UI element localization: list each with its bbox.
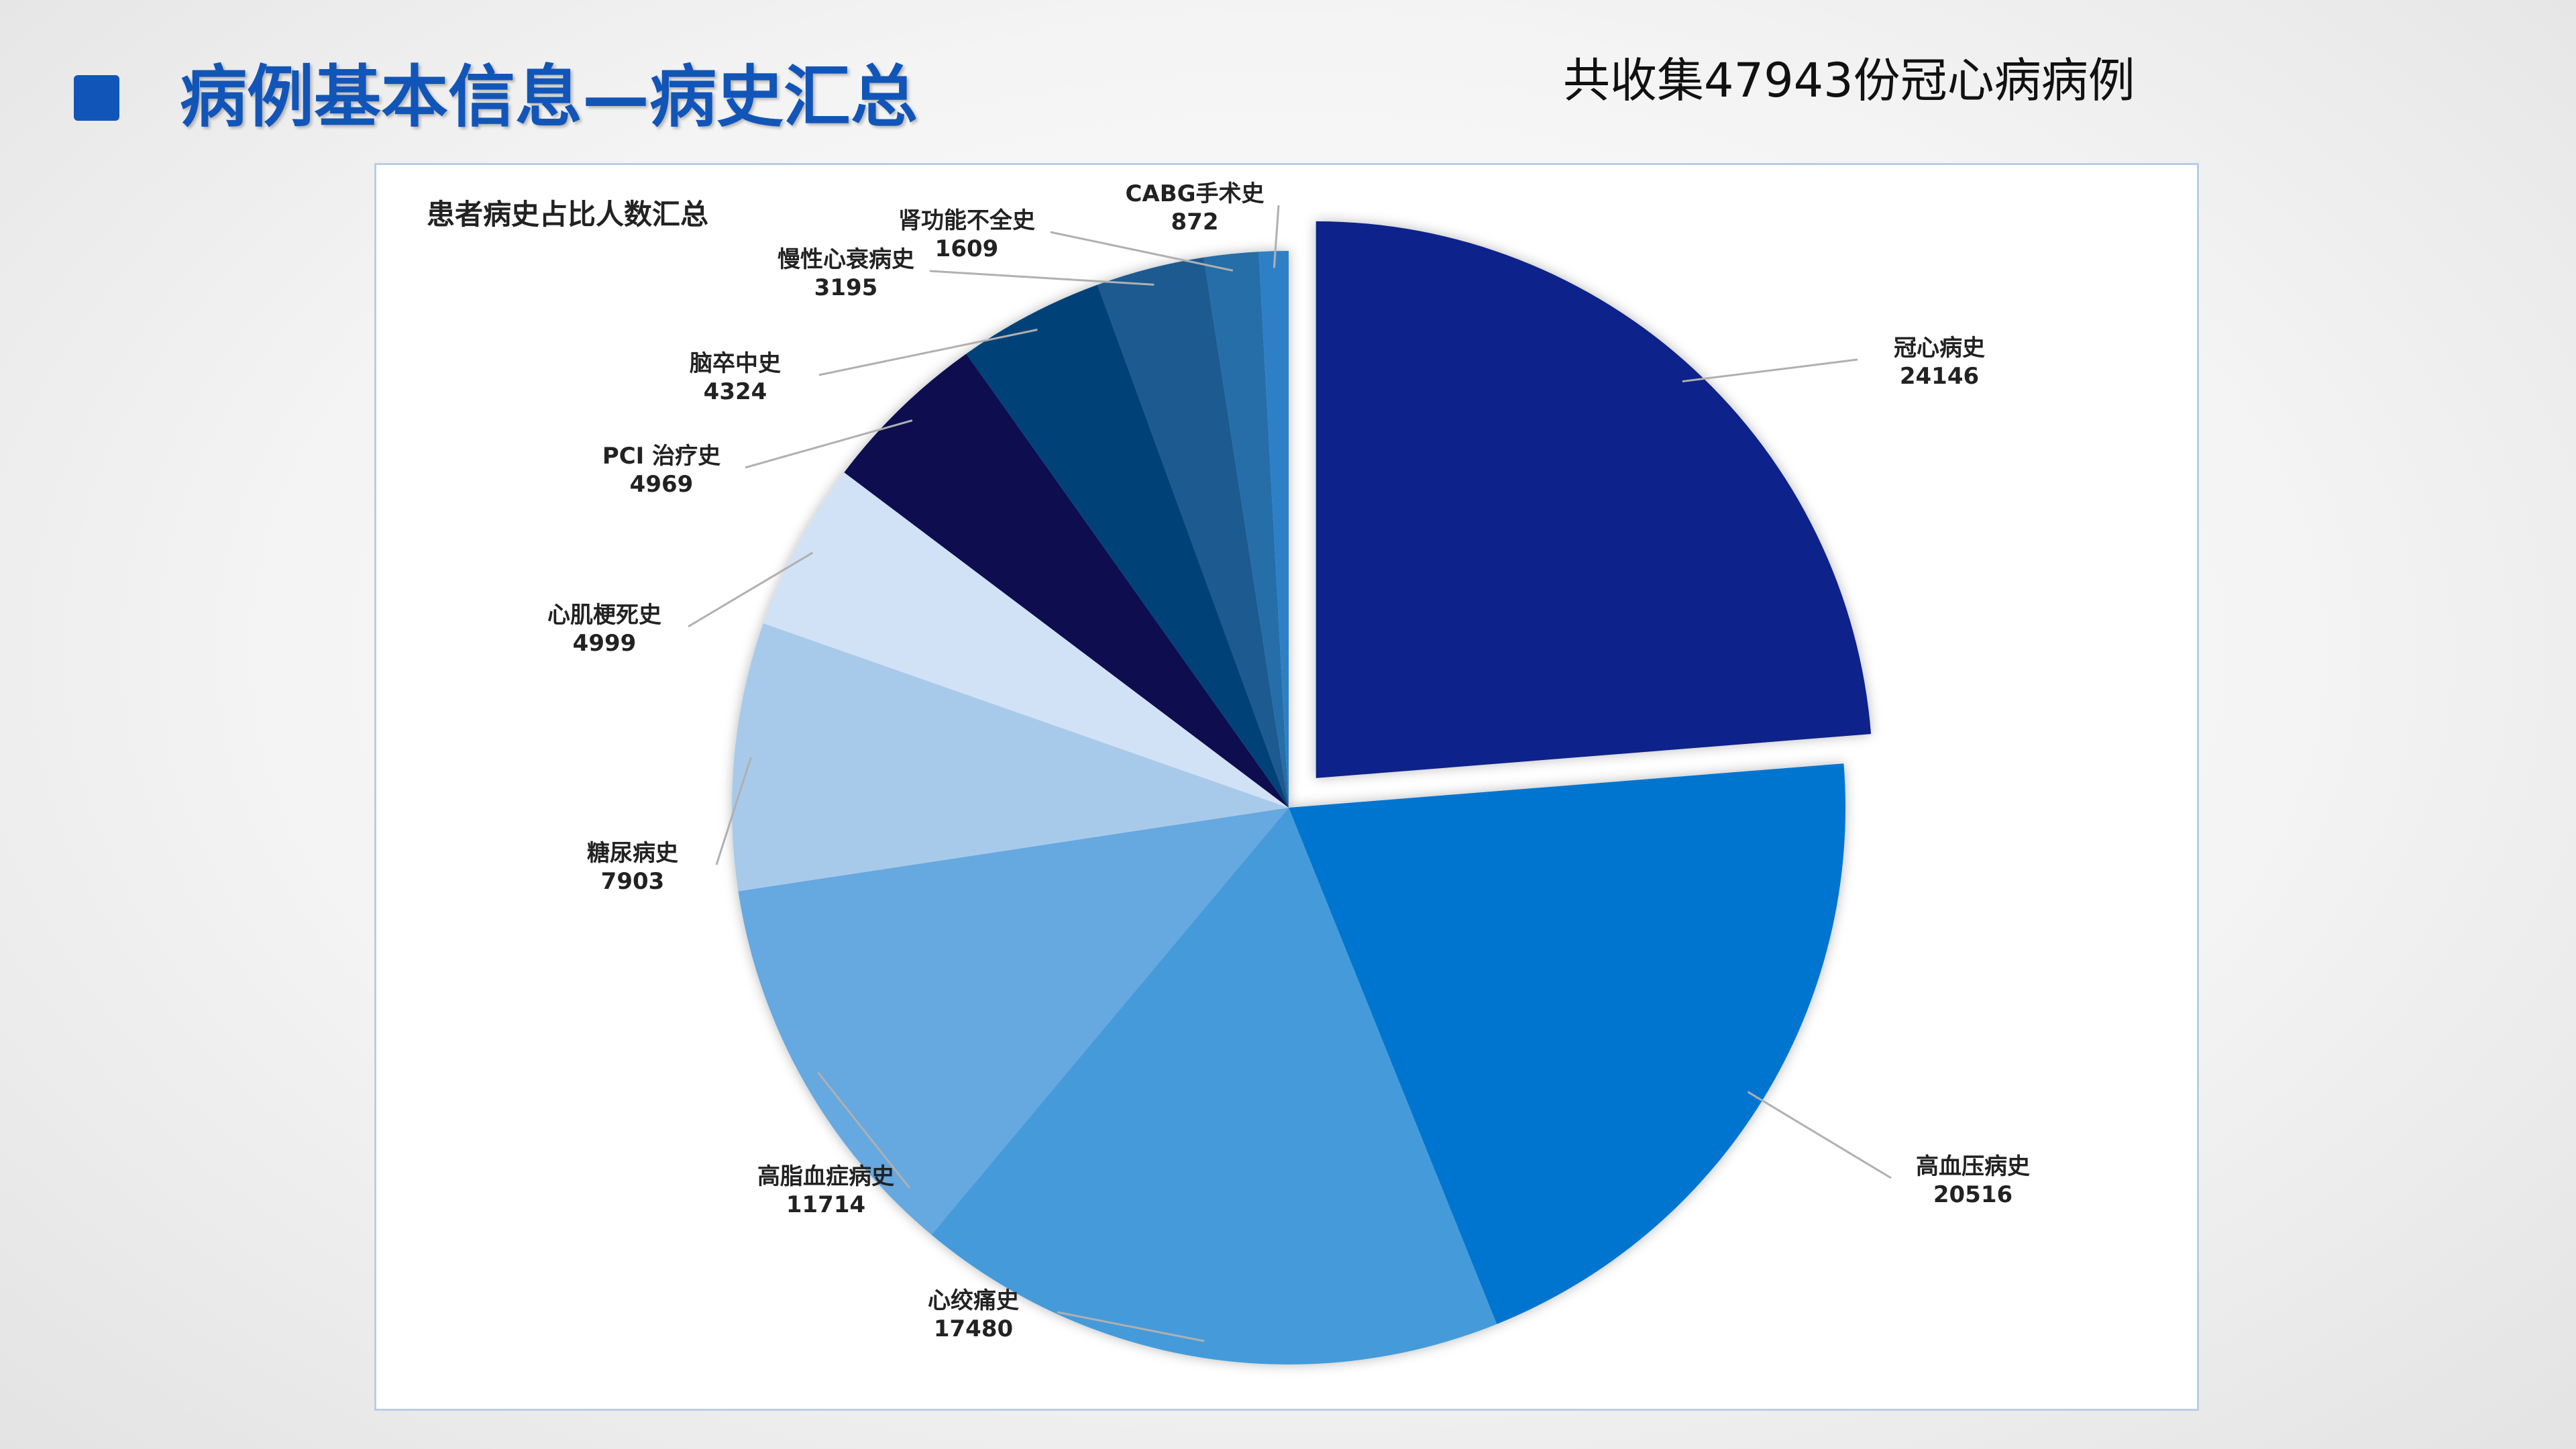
slice-label-value-7: 4324 [704,378,767,405]
slice-label-name-9: 肾功能不全史 [898,207,1035,234]
slice-label-name-7: 脑卒中史 [690,350,781,377]
leader-line-1 [1747,1091,1892,1179]
leader-line-10 [1273,205,1280,268]
leader-line-2 [1057,1311,1205,1342]
slide-subtitle: 共收集47943份冠心病病例 [1563,53,2135,108]
slice-label-value-9: 1609 [935,235,999,262]
pie-slice-10 [1258,251,1289,808]
chart-title: 患者病史占比人数汇总 [427,198,709,231]
slice-label-name-2: 心绞痛史 [928,1287,1019,1314]
leader-line-3 [817,1071,911,1189]
slice-label-name-8: 慢性心衰病史 [777,246,914,273]
slice-label-value-6: 4969 [630,471,694,498]
chart-frame: 患者病史占比人数汇总 冠心病史 24146 高血压病史 20516 心绞痛史 17480 高… [374,163,2199,1411]
slice-label-value-0: 24146 [1900,363,1979,390]
leader-line-0 [1682,358,1858,383]
leader-line-6 [745,419,913,469]
pie-slice-2 [931,808,1497,1364]
pie-slice-1 [1289,763,1845,1324]
pie-slice-3 [738,808,1289,1235]
slice-label-name-6: PCI 治疗史 [602,443,720,470]
slice-label-value-10: 872 [1171,209,1219,235]
slice-label-name-0: 冠心病史 [1894,335,1985,362]
slice-label-name-5: 心肌梗死史 [547,602,661,629]
slice-label-name-10: CABG手术史 [1125,180,1264,207]
leader-line-8 [929,270,1155,286]
slice-label-value-4: 7903 [601,868,665,895]
pie-slice-0 [1316,221,1872,778]
slice-label-name-1: 高血压病史 [1916,1153,2030,1180]
title-square-icon [74,75,119,121]
slice-label-value-3: 11714 [786,1191,865,1218]
slide-title: 病例基本信息—病史汇总 [180,58,918,136]
leader-line-7 [818,329,1038,376]
slice-label-value-1: 20516 [1933,1181,2012,1208]
slice-label-name-4: 糖尿病史 [587,840,678,867]
pie-slice-7 [966,284,1289,808]
leader-line-5 [688,551,814,628]
pie-slice-4 [732,623,1289,892]
slice-label-name-3: 高脂血症病史 [757,1163,894,1190]
slice-label-value-5: 4999 [573,630,637,657]
slice-label-value-8: 3195 [814,274,878,301]
pie-slice-5 [763,472,1289,808]
leader-line-4 [715,757,752,865]
slice-label-value-2: 17480 [934,1316,1013,1342]
pie-slice-9 [1203,252,1289,808]
pie-slice-6 [844,354,1289,808]
leader-line-9 [1050,231,1234,272]
pie-slice-8 [1097,257,1289,808]
